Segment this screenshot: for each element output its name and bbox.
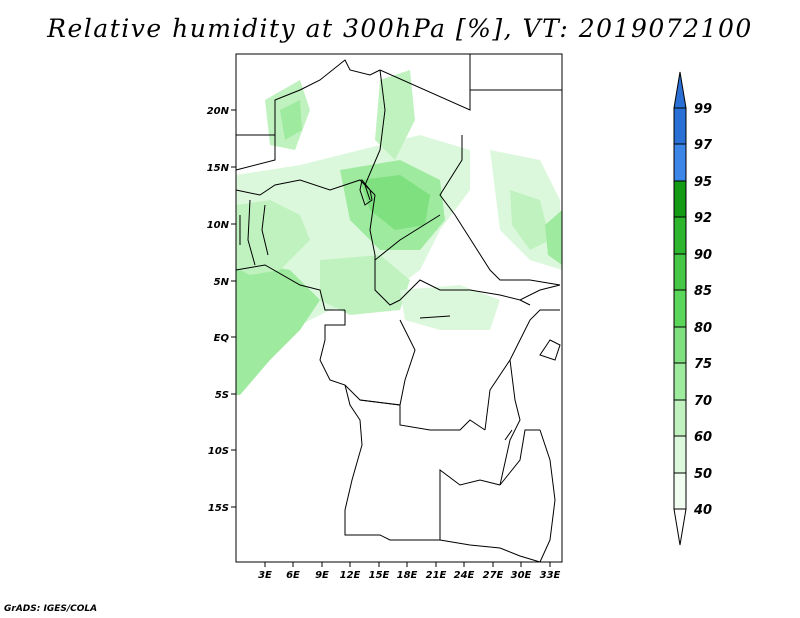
lon-label-33e: 33E — [540, 570, 561, 581]
colorbar-segment-90 — [673, 253, 687, 291]
colorbar-segment-99 — [673, 107, 687, 145]
grads-credit: GrADS: IGES/COLA — [4, 604, 98, 614]
lon-label-21e: 21E — [426, 570, 447, 581]
colorbar-segment-92 — [673, 216, 687, 255]
lat-label-15s: 15S — [208, 503, 229, 514]
colorbar-segment-70 — [673, 399, 687, 437]
colorbar-segment-80 — [673, 326, 687, 364]
colorbar-bottom-arrow — [673, 508, 687, 546]
lat-label-15n: 15N — [207, 163, 230, 174]
lon-label-18e: 18E — [397, 570, 418, 581]
colorbar-label-92: 92 — [694, 211, 712, 226]
colorbar-segment-75 — [673, 362, 687, 401]
lon-label-9e: 9E — [315, 570, 329, 581]
colorbar-label-75: 75 — [694, 357, 712, 372]
colorbar-label-85: 85 — [694, 284, 712, 299]
lon-label-12e: 12E — [340, 570, 361, 581]
lat-label-5s: 5S — [215, 390, 229, 401]
colorbar-segment-97 — [673, 143, 687, 182]
humidity-shading — [236, 70, 562, 395]
colorbar-label-90: 90 — [694, 248, 712, 263]
colorbar-label-60: 60 — [694, 430, 712, 445]
country-borders — [235, 54, 562, 563]
lon-label-30e: 30E — [511, 570, 532, 581]
lat-label-10n: 10N — [207, 220, 230, 231]
colorbar-label-95: 95 — [694, 175, 712, 190]
colorbar-segment-85 — [673, 289, 687, 328]
colorbar-label-80: 80 — [694, 321, 712, 336]
colorbar-label-40: 40 — [693, 503, 712, 518]
lon-label-3e: 3E — [258, 570, 272, 581]
lat-label-5n: 5N — [214, 277, 230, 288]
colorbar: 99 97 95 92 90 85 80 75 70 60 50 40 — [673, 71, 713, 546]
colorbar-label-99: 99 — [694, 102, 712, 117]
map-title: Relative humidity at 300hPa [%], VT: 201… — [47, 14, 753, 43]
lat-label-20n: 20N — [207, 106, 230, 117]
lon-label-6e: 6E — [286, 570, 300, 581]
colorbar-label-97: 97 — [694, 138, 713, 153]
lon-label-15e: 15E — [369, 570, 390, 581]
colorbar-segment-95 — [673, 180, 687, 218]
lat-label-eq: EQ — [214, 333, 230, 344]
colorbar-label-70: 70 — [694, 394, 712, 409]
colorbar-top-arrow — [673, 71, 687, 109]
longitude-axis: 3E 6E 9E 12E 15E 18E 21E 24E 27E 30E 33E — [258, 562, 561, 581]
colorbar-segment-50 — [673, 472, 687, 510]
map-frame — [235, 53, 563, 563]
lat-label-10s: 10S — [208, 446, 229, 457]
lon-label-27e: 27E — [483, 570, 504, 581]
colorbar-label-50: 50 — [694, 467, 712, 482]
colorbar-segment-60 — [673, 435, 687, 474]
lon-label-24e: 24E — [454, 570, 475, 581]
latitude-axis: 20N 15N 10N 5N EQ 5S 10S 15S — [207, 106, 236, 514]
